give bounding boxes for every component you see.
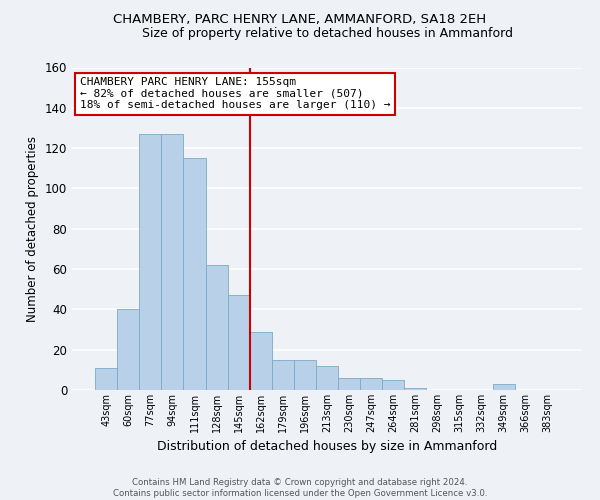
Text: CHAMBERY PARC HENRY LANE: 155sqm
← 82% of detached houses are smaller (507)
18% : CHAMBERY PARC HENRY LANE: 155sqm ← 82% o…	[80, 77, 390, 110]
Bar	[272, 360, 294, 390]
Bar	[206, 265, 227, 390]
Bar	[184, 158, 206, 390]
Bar	[316, 366, 338, 390]
Y-axis label: Number of detached properties: Number of detached properties	[26, 136, 39, 322]
Bar	[493, 384, 515, 390]
Bar	[161, 134, 184, 390]
Bar	[227, 296, 250, 390]
Bar	[250, 332, 272, 390]
Text: CHAMBERY, PARC HENRY LANE, AMMANFORD, SA18 2EH: CHAMBERY, PARC HENRY LANE, AMMANFORD, SA…	[113, 12, 487, 26]
Bar	[404, 388, 427, 390]
Bar	[360, 378, 382, 390]
Bar	[117, 310, 139, 390]
Bar	[382, 380, 404, 390]
Bar	[139, 134, 161, 390]
Title: Size of property relative to detached houses in Ammanford: Size of property relative to detached ho…	[142, 27, 512, 40]
X-axis label: Distribution of detached houses by size in Ammanford: Distribution of detached houses by size …	[157, 440, 497, 454]
Text: Contains HM Land Registry data © Crown copyright and database right 2024.
Contai: Contains HM Land Registry data © Crown c…	[113, 478, 487, 498]
Bar	[294, 360, 316, 390]
Bar	[338, 378, 360, 390]
Bar	[95, 368, 117, 390]
